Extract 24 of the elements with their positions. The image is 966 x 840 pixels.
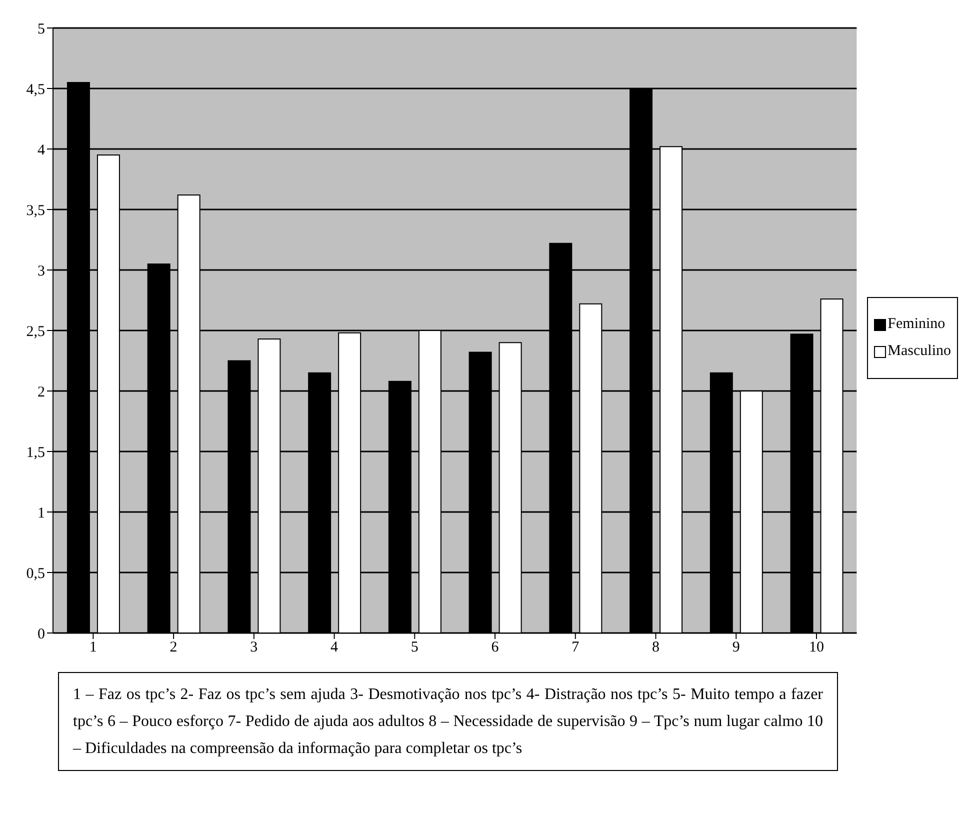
y-tick-label: 1,5 xyxy=(26,444,45,461)
y-tick-label: 0 xyxy=(38,626,45,642)
y-tick-label: 4,5 xyxy=(26,82,45,98)
y-tick-label: 2,5 xyxy=(26,324,45,340)
x-tick-label: 9 xyxy=(732,640,740,656)
legend-label: Feminino xyxy=(888,316,946,333)
y-tick-label: 3 xyxy=(38,263,45,280)
x-tick-label: 4 xyxy=(330,640,339,656)
y-tick-label: 4 xyxy=(38,142,46,158)
y-tick-label: 0,5 xyxy=(26,566,45,582)
x-tick-label: 7 xyxy=(572,640,580,656)
x-tick-label: 5 xyxy=(410,640,418,656)
x-tick-label: 2 xyxy=(170,640,178,656)
x-tick-label: 6 xyxy=(491,640,500,656)
y-tick-label: 5 xyxy=(38,21,45,38)
text: 1 – Faz os tpc’s 2- Faz os tpc’s sem ajuda 3- Desmotivação nos tpc’s 4- Distração nos tpc’s 5- Muito tempo a fazer tpc’s 6 – Pouco esforço 7- Pedido de ajuda aos adultos 8 – Necessidade de supervisão 9 – Tpc’s num lugar calmo 10 – Dificuldades na compreensão da informação para completar os tpc’s xyxy=(58,672,838,771)
x-tick-label: 3 xyxy=(250,640,258,656)
x-tick-label: 1 xyxy=(89,640,97,656)
y-tick-label: 3,5 xyxy=(26,202,45,219)
x-tick-label: 10 xyxy=(808,640,824,656)
legend-label: Masculino xyxy=(888,343,951,360)
x-tick-label: 8 xyxy=(652,640,660,656)
y-tick-label: 1 xyxy=(38,505,45,522)
y-tick-label: 2 xyxy=(38,384,45,400)
